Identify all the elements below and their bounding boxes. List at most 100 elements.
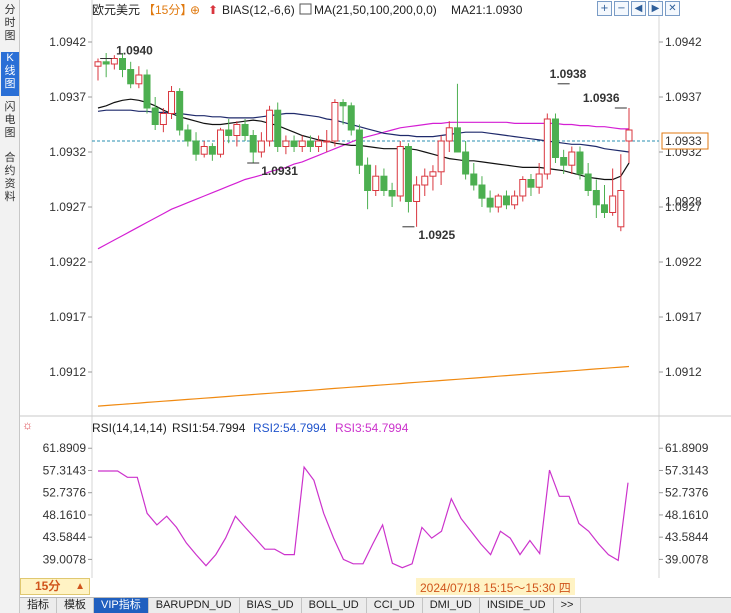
settings-gear-icon: ⊕ (190, 3, 200, 17)
left-tick-label: 1.0942 (49, 35, 86, 49)
candle-body (159, 113, 167, 125)
side-tab-contract-info[interactable]: 合 约 资 料 (4, 152, 16, 203)
indicator-tab-bar: 指标 模板 VIP指标 BARUPDN_UD BIAS_UD BOLL_UD CCI_UD D… (20, 597, 731, 613)
candle-body (568, 151, 576, 166)
candle-body (200, 146, 208, 155)
rsi1-value: RSI1:54.7994 (172, 421, 246, 435)
minus-icon[interactable]: − (614, 1, 629, 16)
candle-body (470, 173, 478, 186)
image-icon (299, 3, 312, 15)
indicator-tab[interactable]: INSIDE_UD (480, 598, 554, 613)
left-tick-label: 1.0927 (49, 200, 86, 214)
candle-body (192, 140, 200, 155)
candle-body (102, 61, 110, 65)
candle-body (502, 195, 510, 206)
left-tick-label: 1.0932 (49, 145, 86, 159)
candle-body (298, 140, 306, 147)
candle-body (306, 140, 314, 147)
candle-body (127, 69, 135, 85)
candle-body (494, 195, 502, 208)
candle-body (445, 127, 453, 142)
candle-body (584, 173, 592, 191)
rsi-right-tick-label: 61.8909 (665, 441, 709, 455)
candle-body (543, 118, 551, 175)
chart-canvas[interactable]: 欧元美元 【15分】⊕ ⬆ BIAS(12,-6,6) MA(21,50,100,200… (0, 0, 731, 578)
candle-body (241, 124, 249, 136)
candle-body (625, 129, 633, 142)
rsi-right-tick-label: 52.7376 (665, 486, 709, 500)
right-arrow-icon[interactable]: ▶ (648, 1, 663, 16)
candle-body (519, 179, 527, 197)
indicator-tab[interactable]: BARUPDN_UD (149, 598, 240, 613)
current-price-tag-text: 1.0933 (665, 134, 702, 148)
candle-body (609, 195, 617, 213)
arrow-up-icon: ⬆ (208, 3, 218, 17)
time-readout: 2024/07/18 15:15～15:30 四 (416, 578, 575, 595)
candle-body (347, 105, 355, 131)
candle-body (380, 175, 388, 191)
right-tick-label: 1.0912 (665, 365, 702, 379)
left-tick-label: 1.0917 (49, 310, 86, 324)
candle-body (143, 74, 151, 109)
right-tick-label: 1.0922 (665, 255, 702, 269)
rsi-right-tick-label: 39.0078 (665, 552, 709, 566)
candle-body (323, 140, 331, 143)
candle-body (413, 184, 421, 202)
indicator-tab[interactable]: VIP指标 (94, 598, 149, 613)
indicator-tab[interactable]: BIAS_UD (240, 598, 302, 613)
candle-body (135, 74, 143, 85)
candle-body (478, 184, 486, 199)
ma-label: MA(21,50,100,200,0,0) (314, 3, 437, 17)
secondary-price-tag: 1.0928 (665, 195, 702, 209)
candle-body (151, 107, 159, 125)
candle-body (511, 195, 519, 206)
side-tab-kline[interactable]: K 线 图 (1, 52, 19, 96)
candle-body (217, 129, 225, 155)
indicator-tab[interactable]: BOLL_UD (302, 598, 367, 613)
candle-body (421, 175, 429, 186)
close-icon[interactable]: ✕ (665, 1, 680, 16)
rsi-label: RSI(14,14,14) (92, 421, 167, 435)
left-arrow-icon[interactable]: ◀ (631, 1, 646, 16)
candle-body (372, 175, 380, 191)
candle-body (437, 140, 445, 173)
symbol-label: 欧元美元 (92, 3, 140, 17)
candle-body (462, 151, 470, 175)
indicator-tab[interactable]: CCI_UD (367, 598, 423, 613)
candle-body (119, 58, 127, 70)
plus-icon[interactable]: + (597, 1, 612, 16)
candle-body (551, 118, 559, 158)
candle-body (282, 140, 290, 147)
rsi-line (98, 465, 629, 569)
candle-body (225, 129, 233, 136)
candle-body (274, 109, 282, 147)
candle-body (535, 173, 543, 188)
indicator-tab[interactable]: 模板 (57, 598, 94, 613)
candle-body (339, 102, 347, 107)
candle-body (404, 146, 412, 202)
ma-magenta-line (97, 121, 629, 250)
side-tab-bar: 分 时 图 K 线 图 闪 电 图 合 约 资 料 (0, 0, 20, 613)
left-tick-label: 1.0912 (49, 365, 86, 379)
left-tick-label: 1.0937 (49, 90, 86, 104)
current-price-tag (661, 132, 709, 150)
rsi-left-tick-label: 43.5844 (43, 530, 87, 544)
bias-label: BIAS(12,-6,6) (222, 3, 295, 17)
indicator-tab[interactable]: >> (554, 598, 582, 613)
side-tab-timeshare[interactable]: 分 时 图 (4, 4, 16, 42)
price-annotation: 1.0925 (418, 228, 455, 242)
candle-body (208, 146, 216, 155)
period-label: 【15分】 (143, 3, 192, 17)
candle-body (486, 197, 494, 208)
candle-body (290, 140, 298, 147)
indicator-tab[interactable]: DMI_UD (423, 598, 480, 613)
indicator-tab[interactable]: 指标 (20, 598, 57, 613)
candle-body (110, 58, 118, 65)
right-tick-label: 1.0927 (665, 200, 702, 214)
rsi-left-tick-label: 57.3143 (43, 463, 87, 477)
candle-body (617, 190, 625, 228)
candle-body (388, 190, 396, 197)
period-selector[interactable]: 15分 ▲ (20, 578, 90, 595)
side-tab-flash[interactable]: 闪 电 图 (4, 101, 16, 139)
rsi-right-tick-label: 43.5844 (665, 530, 709, 544)
